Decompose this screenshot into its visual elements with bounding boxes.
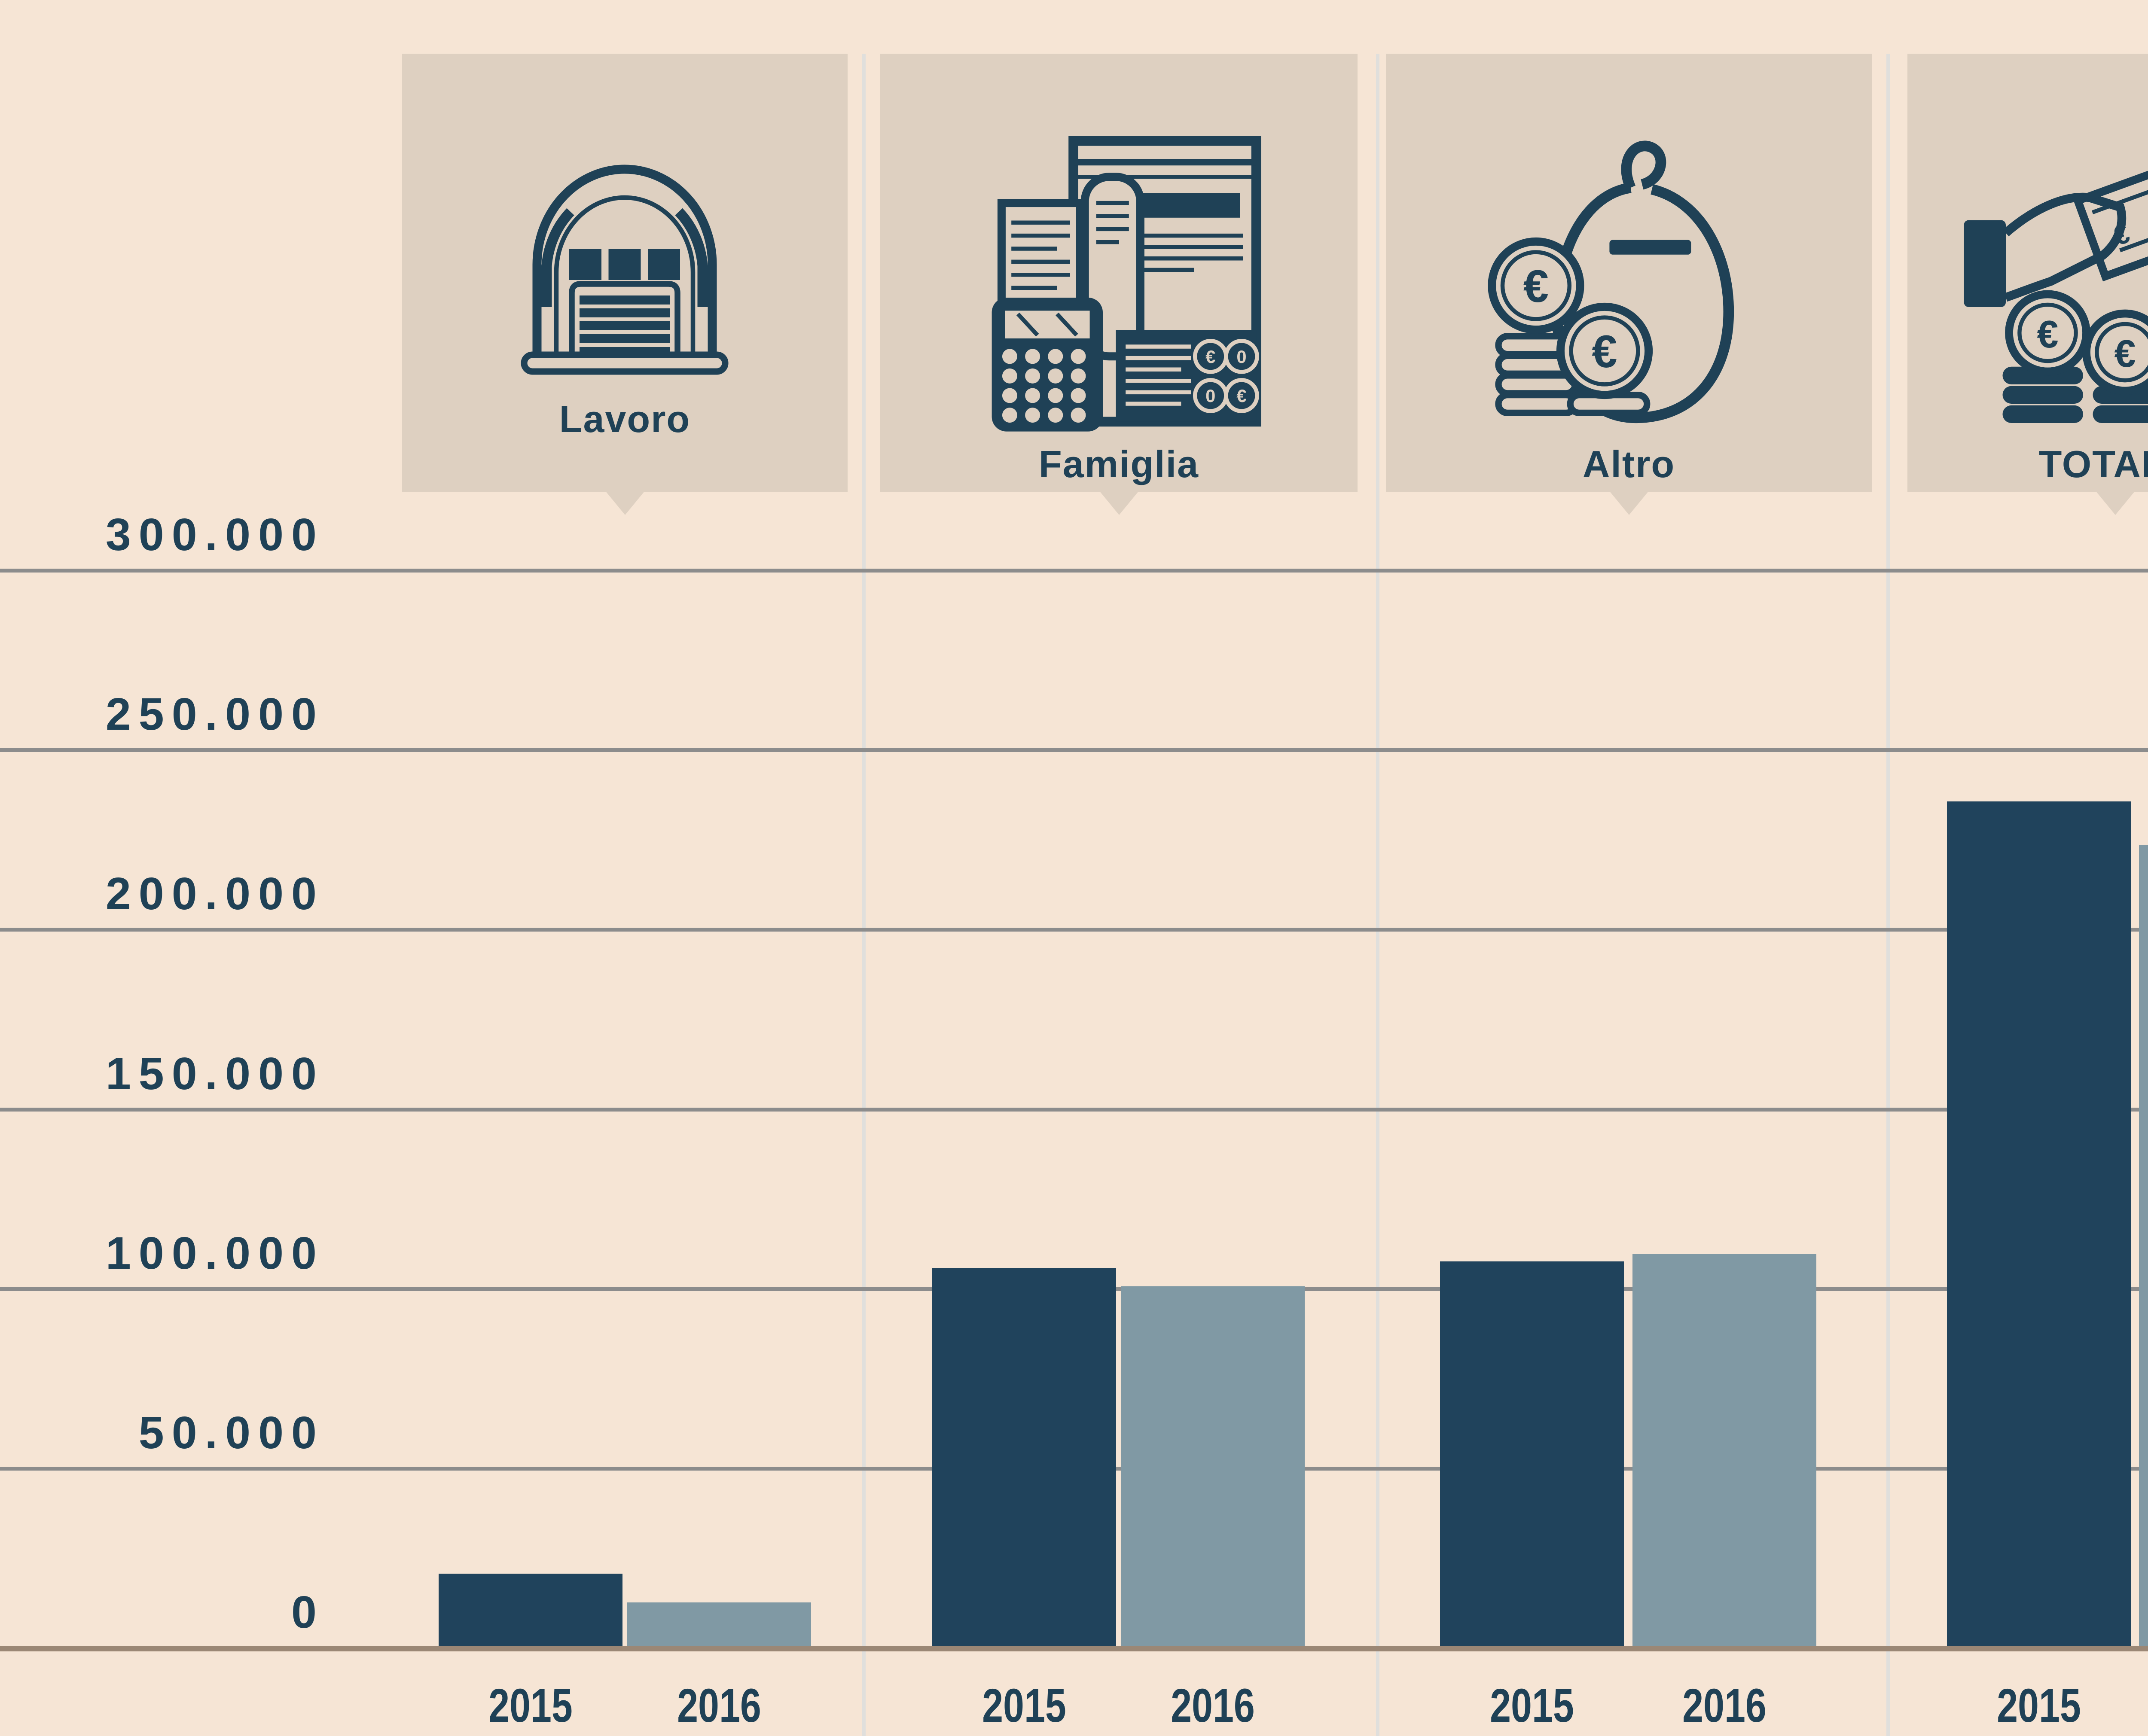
gridline-250.000 bbox=[0, 748, 2148, 752]
svg-text:€: € bbox=[1523, 261, 1549, 312]
card-pointer bbox=[1609, 491, 1649, 515]
ytick-label-200.000: 200.000 bbox=[105, 868, 324, 920]
gridline-150.000 bbox=[0, 1107, 2148, 1112]
card-pointer bbox=[2095, 491, 2135, 515]
gridline-300.000 bbox=[0, 569, 2148, 573]
bar-altro-2015 bbox=[1440, 1261, 1624, 1649]
year-label-lavoro-2016: 2016 bbox=[677, 1679, 761, 1732]
bar-totale-2016 bbox=[2139, 844, 2148, 1649]
category-label-totale: TOTALE bbox=[2038, 443, 2148, 485]
bar-famiglia-2016 bbox=[1121, 1286, 1305, 1649]
ytick-label-100.000: 100.000 bbox=[105, 1227, 324, 1279]
panel-separator-3 bbox=[1886, 54, 1890, 1736]
svg-text:€: € bbox=[2037, 313, 2058, 356]
year-label-lavoro-2015: 2015 bbox=[488, 1679, 573, 1732]
ytick-label-300.000: 300.000 bbox=[105, 509, 324, 560]
year-label-altro-2016: 2016 bbox=[1682, 1679, 1767, 1732]
panel-separator-1 bbox=[862, 54, 866, 1736]
piggy-bank-coins-icon: € € bbox=[1488, 140, 1734, 423]
svg-text:0: 0 bbox=[1205, 386, 1215, 406]
svg-text:0: 0 bbox=[1236, 347, 1246, 367]
year-label-famiglia-2015: 2015 bbox=[982, 1679, 1066, 1732]
category-label-famiglia: Famiglia bbox=[1039, 443, 1199, 485]
ytick-label-50.000: 50.000 bbox=[138, 1407, 324, 1458]
hand-banknote-coins-icon: € € € bbox=[1964, 141, 2148, 423]
svg-text:€: € bbox=[1205, 347, 1215, 367]
ytick-label-250.000: 250.000 bbox=[105, 689, 324, 740]
x-axis-baseline bbox=[0, 1646, 2148, 1651]
ytick-label-0: 0 bbox=[291, 1587, 324, 1638]
svg-text:€: € bbox=[1592, 326, 1617, 377]
card-totale: € € € bbox=[1907, 54, 2148, 515]
bar-lavoro-2016 bbox=[627, 1602, 811, 1649]
card-famiglia: € 0 0 € Famiglia bbox=[880, 54, 1358, 515]
panel-separator-2 bbox=[1376, 54, 1379, 1736]
year-label-altro-2015: 2015 bbox=[1490, 1679, 1574, 1732]
card-pointer bbox=[605, 491, 645, 515]
calculator-receipts-icon: € 0 0 € bbox=[992, 136, 1261, 432]
gridline-200.000 bbox=[0, 928, 2148, 932]
ytick-label-150.000: 150.000 bbox=[105, 1048, 324, 1099]
card-lavoro: Lavoro bbox=[402, 54, 848, 515]
card-altro: € € Altro bbox=[1386, 54, 1872, 515]
svg-text:€: € bbox=[2114, 332, 2136, 375]
svg-text:€: € bbox=[1236, 386, 1246, 406]
category-label-lavoro: Lavoro bbox=[559, 398, 691, 440]
year-label-famiglia-2016: 2016 bbox=[1171, 1679, 1255, 1732]
bar-famiglia-2015 bbox=[932, 1268, 1116, 1649]
bar-altro-2016 bbox=[1632, 1254, 1816, 1649]
garage-icon bbox=[521, 164, 729, 375]
category-label-altro: Altro bbox=[1582, 443, 1675, 485]
card-pointer bbox=[1099, 491, 1139, 515]
bar-lavoro-2015 bbox=[439, 1574, 622, 1649]
year-label-totale-2015: 2015 bbox=[1997, 1679, 2081, 1732]
bar-totale-2015 bbox=[1947, 801, 2131, 1649]
